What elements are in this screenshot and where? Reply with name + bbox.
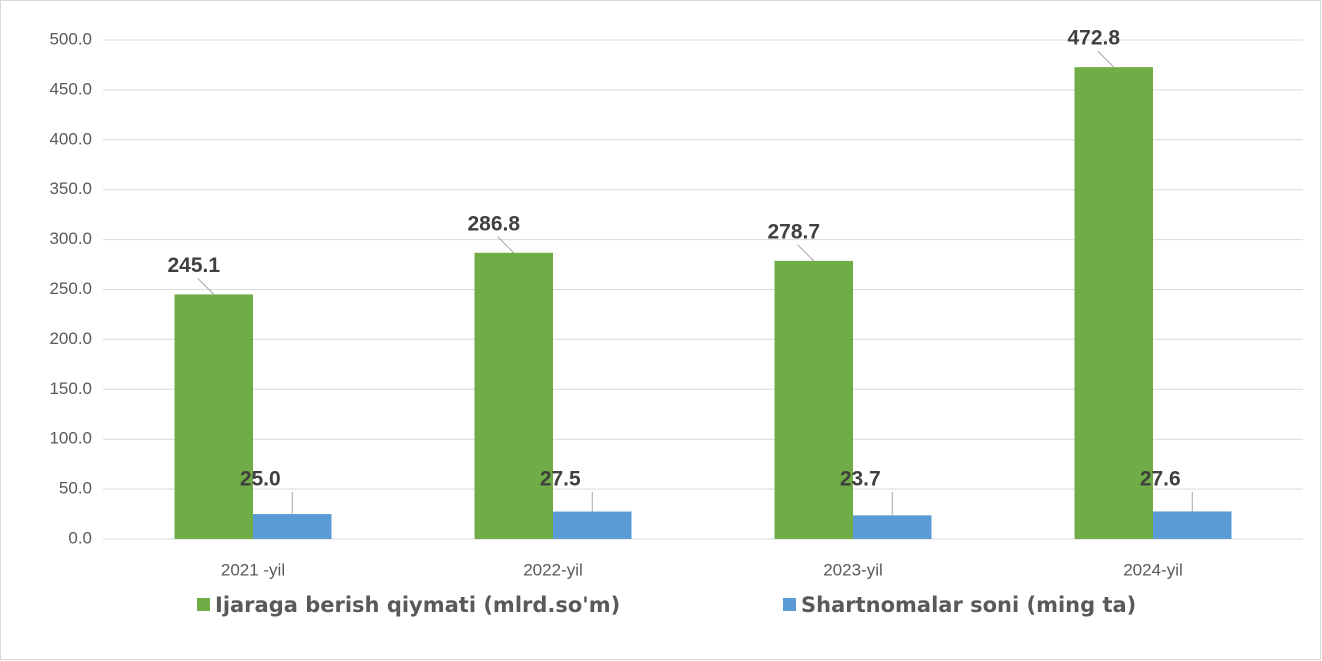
y-tick-label: 350.0 [49, 179, 92, 198]
data-label: 23.7 [840, 468, 881, 491]
y-tick-label: 400.0 [49, 129, 92, 148]
x-tick-label: 2024-yil [1123, 560, 1183, 579]
data-label: 25.0 [240, 468, 281, 491]
leader-line [797, 244, 815, 262]
bar [1074, 67, 1153, 539]
legend-label: Ijaraga berish qiymati (mlrd.so'm) [215, 593, 620, 617]
bar [474, 252, 553, 539]
x-tick-label: 2022-yil [523, 560, 583, 579]
bar [253, 514, 332, 539]
legend-swatch [197, 598, 210, 611]
data-label: 27.5 [540, 468, 581, 491]
y-tick-label: 150.0 [49, 379, 92, 398]
data-label: 245.1 [167, 254, 220, 277]
bar [553, 511, 632, 539]
leader-line [497, 236, 515, 254]
y-tick-label: 450.0 [49, 79, 92, 98]
legend-swatch [783, 598, 796, 611]
x-tick-label: 2023-yil [823, 560, 883, 579]
bar [774, 260, 853, 539]
leader-line [197, 278, 215, 295]
y-tick-label: 200.0 [49, 329, 92, 348]
bar [174, 294, 253, 539]
bar [853, 515, 932, 539]
y-tick-label: 250.0 [49, 279, 92, 298]
data-label: 27.6 [1140, 468, 1181, 491]
y-tick-label: 100.0 [49, 429, 92, 448]
y-tick-label: 300.0 [49, 229, 92, 248]
x-tick-label: 2021 -yil [221, 560, 285, 579]
leader-line [1097, 50, 1115, 68]
y-tick-label: 0.0 [68, 528, 92, 547]
data-label: 278.7 [767, 220, 820, 243]
y-tick-label: 50.0 [59, 479, 92, 498]
bar [1153, 511, 1232, 539]
legend-label: Shartnomalar soni (ming ta) [801, 593, 1136, 617]
data-label: 472.8 [1067, 27, 1120, 50]
y-tick-label: 500.0 [49, 29, 92, 48]
data-label: 286.8 [467, 212, 520, 235]
